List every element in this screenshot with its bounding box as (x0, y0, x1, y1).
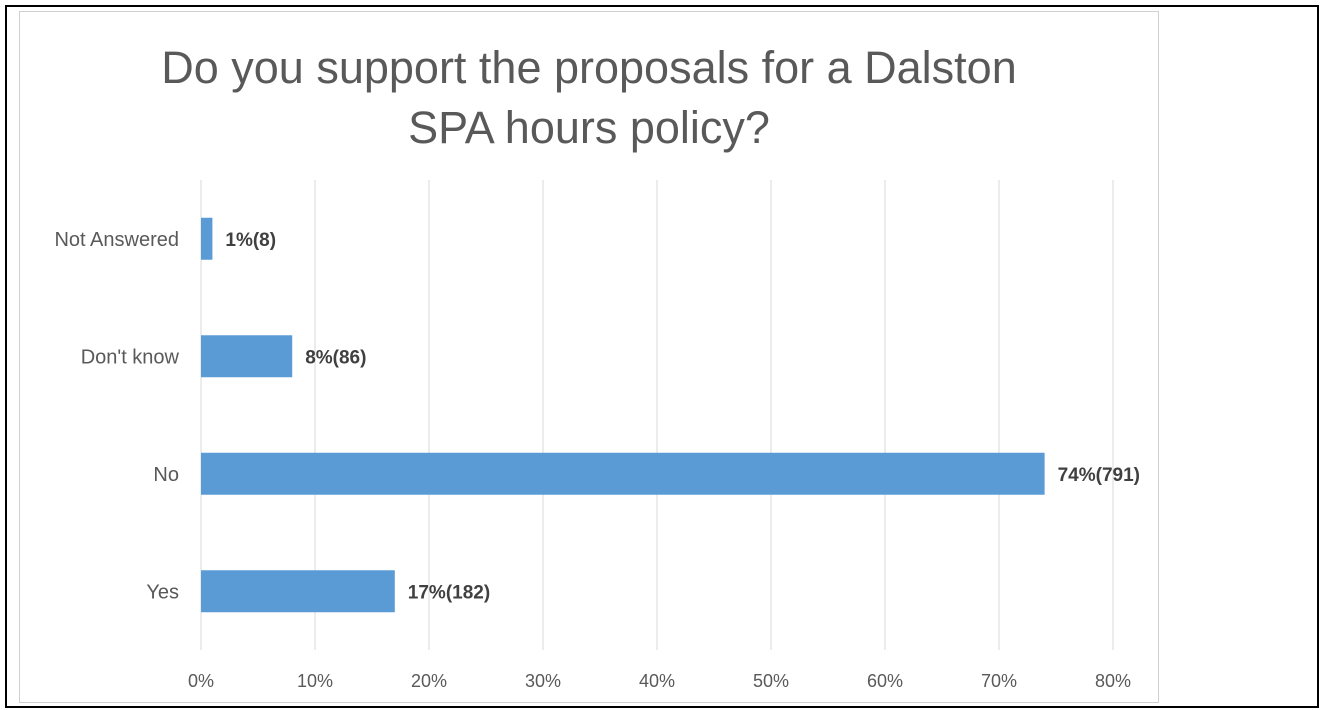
bars (201, 217, 1045, 613)
x-tick-label: 40% (639, 671, 675, 691)
category-labels: Not Answered Don't know No Yes (54, 229, 179, 604)
category-label: No (153, 464, 179, 486)
x-tick-label: 70% (981, 671, 1017, 691)
bar (201, 570, 395, 613)
chart-title: Do you support the proposals for a Dalst… (161, 42, 1017, 153)
x-tick-label: 50% (753, 671, 789, 691)
category-label: Not Answered (54, 229, 179, 251)
bar (201, 452, 1045, 495)
x-tick-label: 20% (411, 671, 447, 691)
x-tick-label: 10% (297, 671, 333, 691)
outer-frame (5, 5, 1319, 708)
x-tick-label: 30% (525, 671, 561, 691)
data-label: 74%(791) (1058, 465, 1140, 486)
data-labels: 1%(8) 8%(86) 74%(791) 17%(182) (225, 230, 1140, 604)
bar (201, 217, 213, 260)
category-label: Yes (146, 581, 179, 603)
x-tick-label: 80% (1095, 671, 1131, 691)
x-tick-label: 60% (867, 671, 903, 691)
data-label: 8%(86) (305, 347, 366, 368)
data-label: 17%(182) (408, 582, 490, 603)
bar (201, 335, 293, 378)
category-label: Don't know (81, 346, 180, 368)
tick-labels: 0% 10% 20% 30% 40% 50% 60% 70% 80% (188, 671, 1131, 691)
x-tick-label: 0% (188, 671, 214, 691)
data-label: 1%(8) (225, 230, 276, 251)
